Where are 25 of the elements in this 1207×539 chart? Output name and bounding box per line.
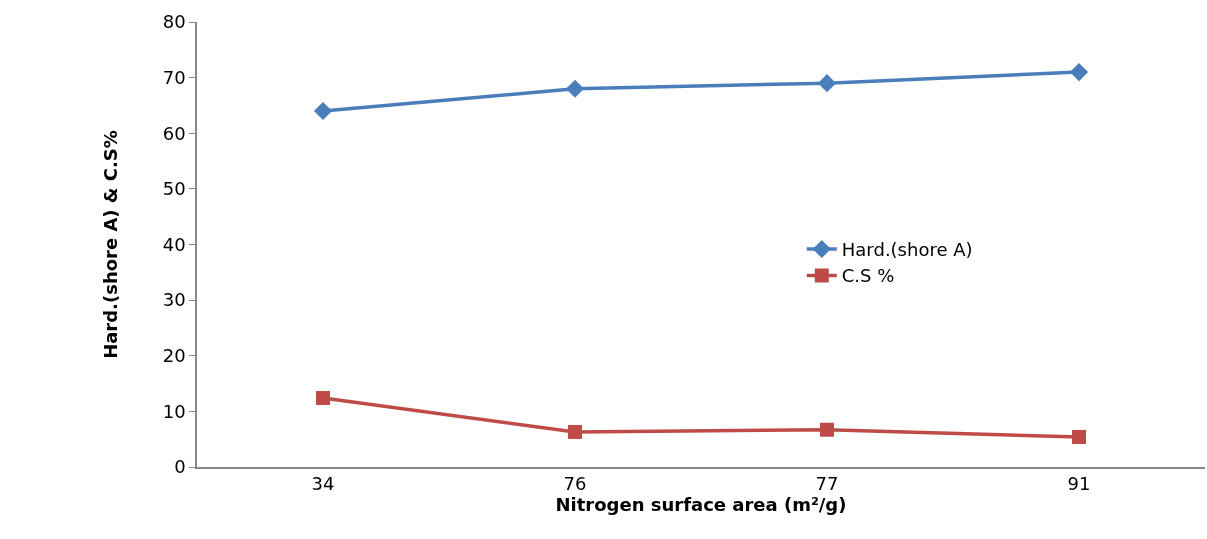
x-axis-title: Nitrogen surface area (m²/g) — [555, 494, 847, 516]
point — [1069, 62, 1089, 82]
legend-label: C.S % — [841, 265, 895, 287]
point — [316, 391, 330, 406]
y-tick-label: 50 — [162, 178, 186, 200]
point — [313, 101, 333, 121]
y-tick-label: 80 — [162, 11, 186, 33]
x-tick-label: 77 — [815, 473, 839, 495]
y-tick-label: 30 — [162, 289, 186, 311]
y-tick-label: 60 — [162, 122, 186, 144]
x-tick-label: 34 — [311, 473, 335, 495]
y-tick-label: 70 — [162, 66, 186, 88]
point — [820, 422, 834, 437]
point — [565, 79, 585, 98]
y-tick-label: 40 — [162, 233, 186, 255]
y-tick-label: 0 — [174, 456, 186, 478]
y-axis-title: Hard.(shore A) & C.S% — [100, 130, 122, 359]
legend-label: Hard.(shore A) — [841, 239, 973, 261]
y-tick-label: 20 — [162, 345, 186, 367]
point — [817, 74, 837, 93]
point — [1072, 429, 1086, 444]
y-tick-label: 10 — [162, 400, 186, 422]
x-tick-label: 91 — [1067, 473, 1091, 495]
x-tick-label: 76 — [563, 473, 587, 495]
point — [568, 424, 582, 439]
